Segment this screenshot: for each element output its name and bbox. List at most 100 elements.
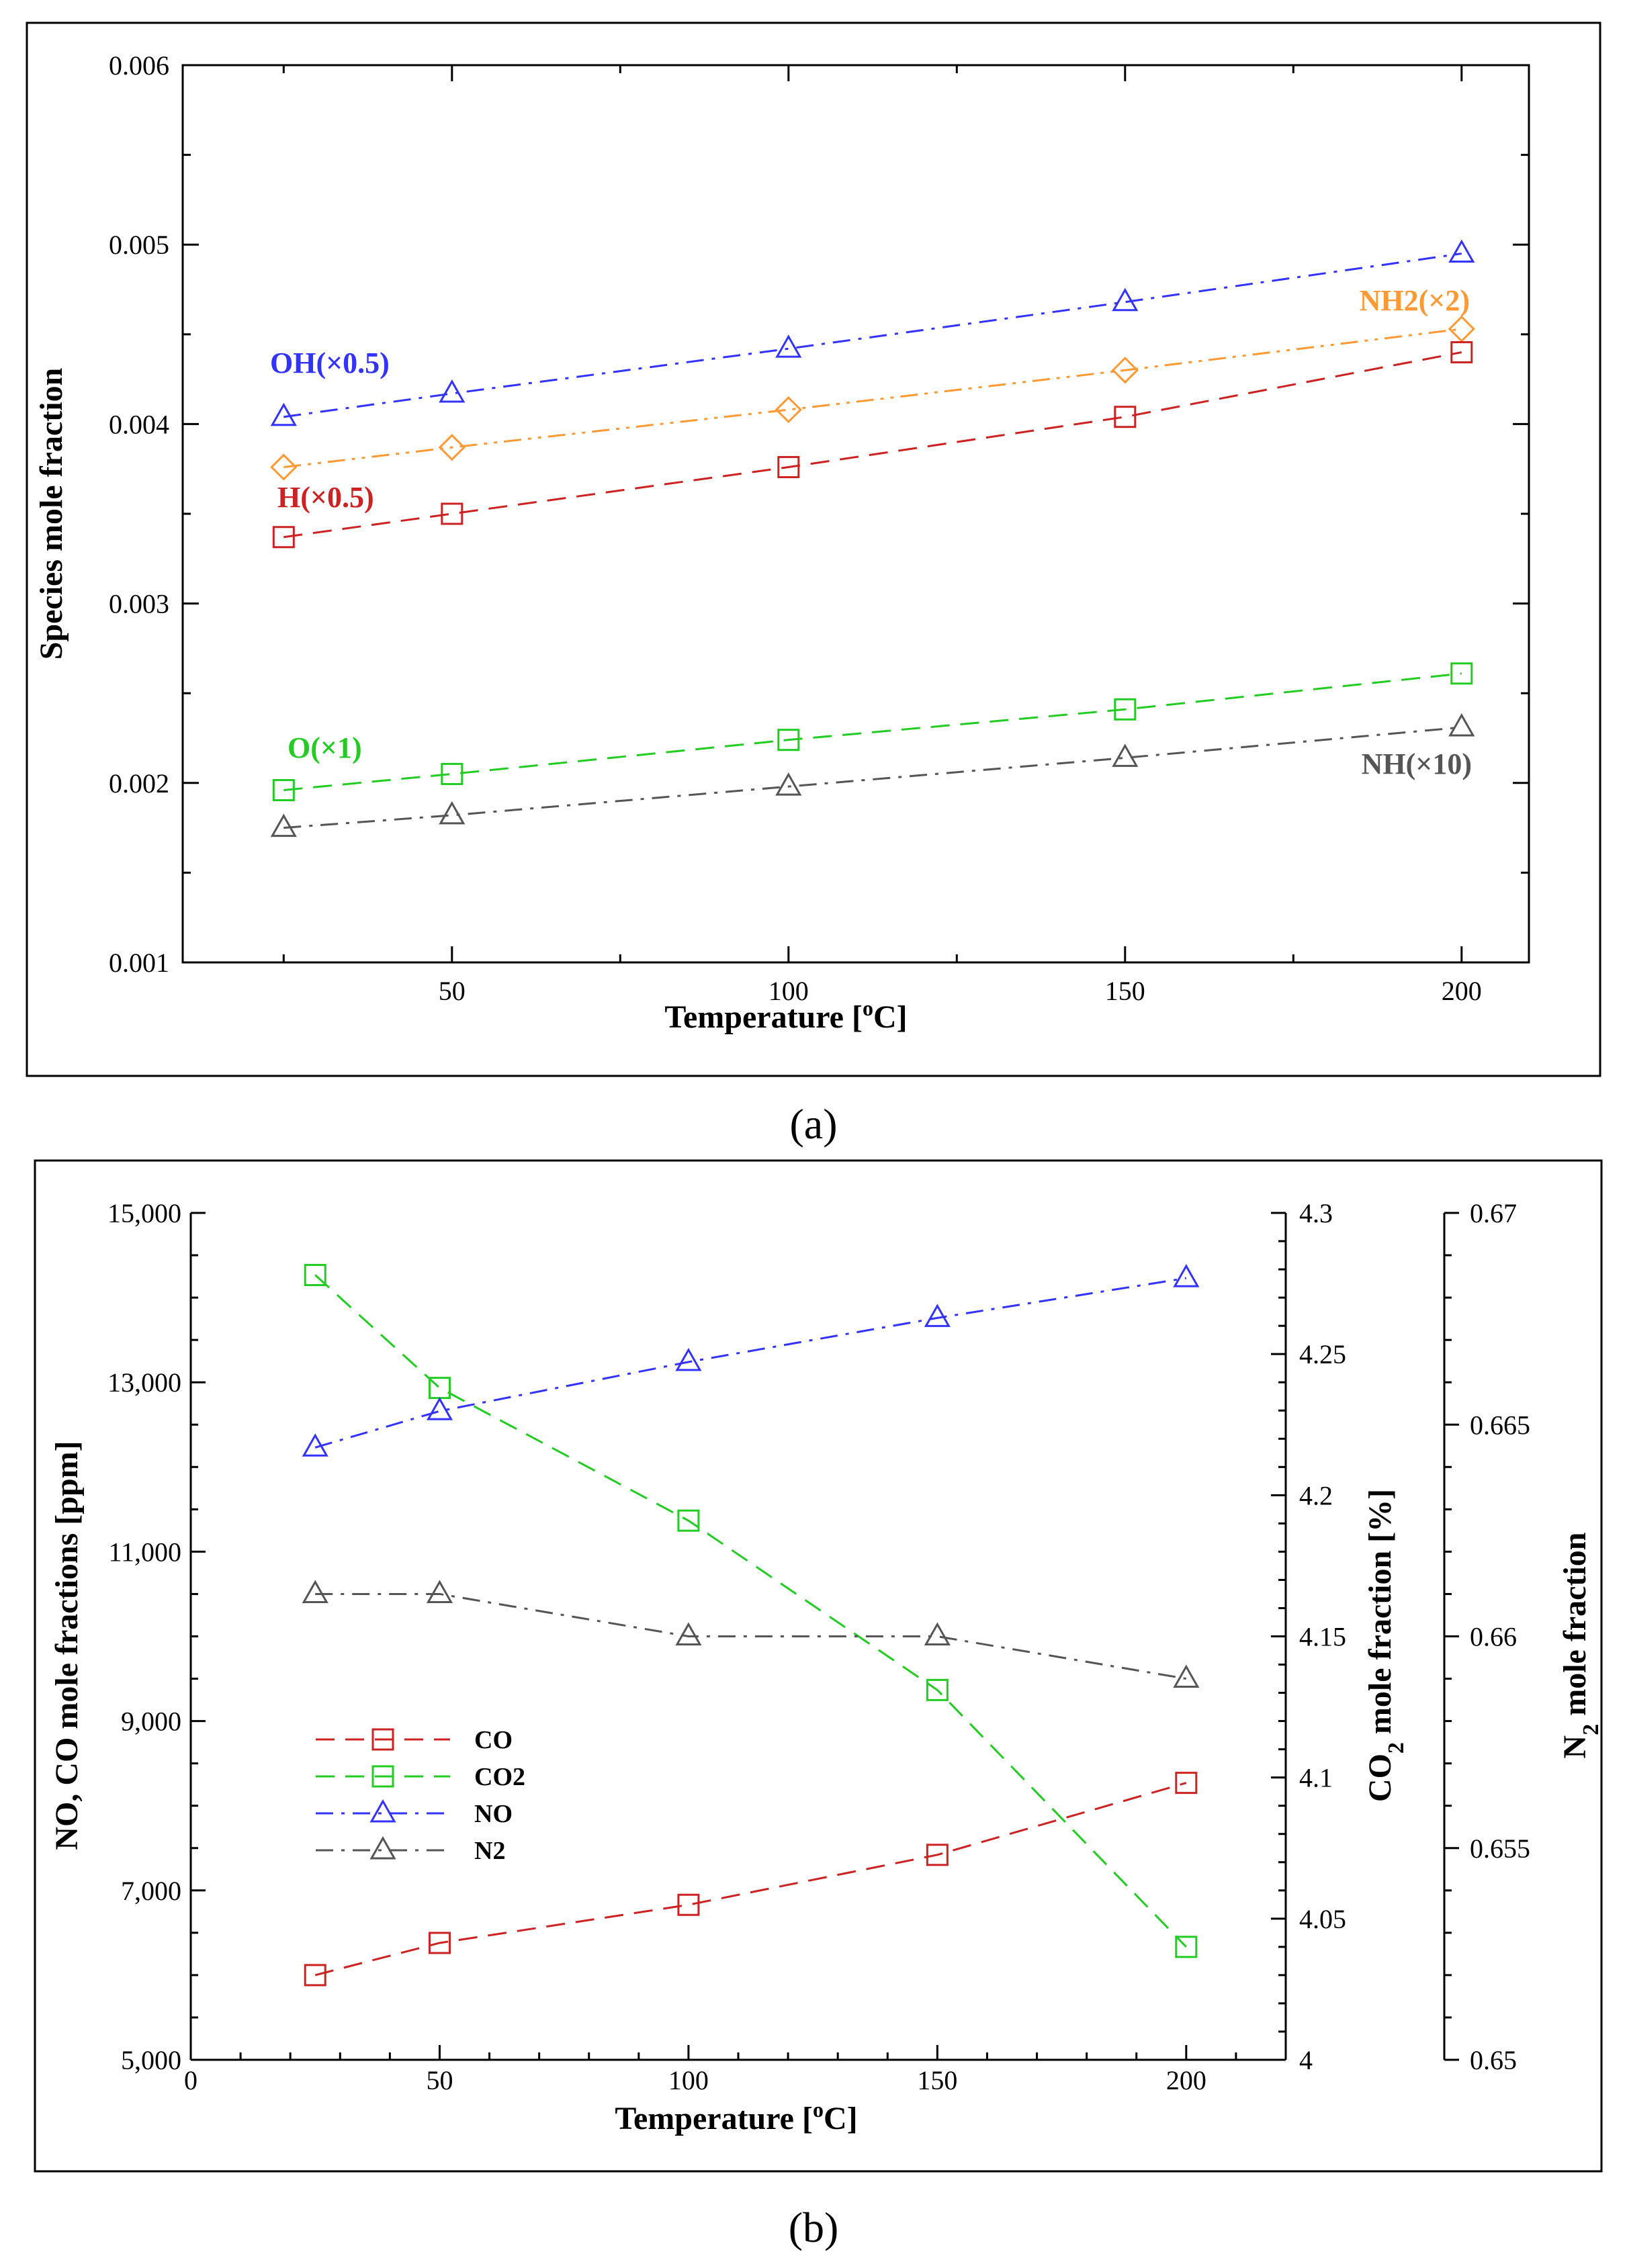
series-line [283,726,1462,829]
panel-a-plot-area [181,64,1530,964]
y-tick-label: 0.006 [109,50,169,81]
legend-label: CO2 [474,1763,525,1791]
data-point [1175,1772,1198,1795]
series-annotation: NH2(×2) [1360,284,1470,317]
series-line [283,351,1462,539]
data-point [924,1622,951,1645]
series-line [314,1274,1187,1948]
series-line [283,253,1462,418]
series-annotation: NH(×10) [1362,747,1472,780]
data-point [1175,1936,1198,1958]
x-tick-label: 50 [426,2065,453,2095]
left-tick-label: 9,000 [121,1707,181,1737]
data-point [926,1844,949,1866]
co2-tick-label: 4.2 [1299,1480,1333,1510]
series-line [283,672,1462,791]
series-annotation: H(×0.5) [277,481,374,514]
data-point [441,762,464,785]
panel-b-co2-axis-title: CO2 mole fraction [%] [1362,1489,1409,1802]
panel-a: 50 100 150 200 0.001 0.002 0.003 0.004 0.005 0.00… [26,21,1601,1148]
x-tick-label: 0 [184,2065,197,2095]
series-line [314,1277,1187,1449]
data-point [1114,406,1137,428]
co2-tick-label: 4 [1299,2045,1313,2075]
x-tick-label: 200 [1166,2065,1206,2095]
data-point [775,772,802,796]
data-point [677,1509,700,1532]
panel-b-axes: 0 50 100 150 200 5,000 7,000 9,000 11,000 13,000 1… [107,1198,1530,2095]
n2-tick-label: 0.65 [1470,2045,1517,2075]
legend-marker [371,1728,394,1751]
panel-a-label: (a) [789,1100,837,1148]
data-point [272,778,295,801]
n2-tick-label: 0.67 [1470,1198,1517,1228]
data-point [1173,1664,1200,1688]
panel-b-series [302,1263,1200,1987]
data-point [304,1964,326,1987]
data-point [1111,357,1139,384]
panel-a-series [270,239,1475,837]
legend-marker [369,1799,396,1823]
x-tick-label: 100 [768,976,809,1006]
panel-b: 0 50 100 150 200 5,000 7,000 9,000 11,000 13,000 1… [34,1159,1603,2251]
data-point [777,456,800,479]
data-point [777,729,800,752]
left-tick-label: 11,000 [108,1537,181,1567]
data-point [675,1347,702,1371]
y-tick-label: 0.005 [109,230,169,260]
data-point [272,526,295,549]
x-tick-label: 200 [1442,976,1482,1006]
data-point [302,1433,328,1457]
n2-tick-label: 0.655 [1470,1833,1530,1864]
n2-tick-label: 0.665 [1470,1410,1530,1440]
data-point [1173,1264,1200,1287]
data-point [775,396,802,424]
y-tick-label: 0.002 [109,768,169,799]
panel-b-left-axis-title: NO, CO mole fractions [ppm] [49,1441,85,1850]
x-tick-label: 150 [1105,976,1145,1006]
data-point [441,502,464,525]
legend-label: N2 [474,1837,505,1865]
data-point [926,1678,949,1701]
y-tick-label: 0.001 [109,948,169,978]
legend-marker [371,1765,394,1788]
co2-tick-label: 4.3 [1299,1198,1333,1228]
panel-b-legend: CO CO2 NO N2 [316,1726,525,1865]
data-point [426,1580,453,1603]
series-line [315,1592,1187,1680]
series-annotation: O(×1) [288,731,362,764]
panel-b-n2-axis-title: N2 mole fraction [1557,1533,1603,1759]
x-tick-label: 50 [439,976,466,1006]
co2-tick-label: 4.25 [1299,1339,1346,1369]
co2-tick-label: 4.05 [1299,1904,1346,1934]
data-point [1114,698,1137,721]
left-tick-label: 5,000 [121,2045,181,2075]
data-point [775,334,802,358]
panel-b-label: (b) [789,2204,839,2251]
data-point [270,813,297,837]
data-point [426,1397,453,1420]
data-point [304,1263,326,1286]
data-point [1112,743,1139,767]
panel-a-y-axis-title: Species mole fraction [34,368,69,660]
data-point [675,1622,702,1645]
data-point [439,801,466,825]
panel-a-axes: 50 100 150 200 0.001 0.002 0.003 0.004 0.005 0.00… [109,50,1529,1006]
data-point [1448,239,1475,263]
legend-label: CO [474,1726,513,1754]
panel-a-x-axis-title: Temperature [oC] [664,996,907,1035]
panel-a-annotations: OH(×0.5) NH2(×2) H(×0.5) O(×1) NH(×10) [270,284,1472,780]
data-point [438,434,466,461]
data-point [439,379,466,403]
y-tick-label: 0.004 [109,409,169,439]
legend-label: NO [474,1800,513,1828]
x-tick-label: 150 [917,2065,957,2095]
legend-marker [369,1835,396,1860]
data-point [1450,662,1473,685]
data-point [270,402,297,426]
x-tick-label: 100 [668,2065,709,2095]
left-tick-label: 13,000 [107,1367,181,1398]
panel-b-frame [34,1159,1603,2173]
series-annotation: OH(×0.5) [270,347,390,379]
